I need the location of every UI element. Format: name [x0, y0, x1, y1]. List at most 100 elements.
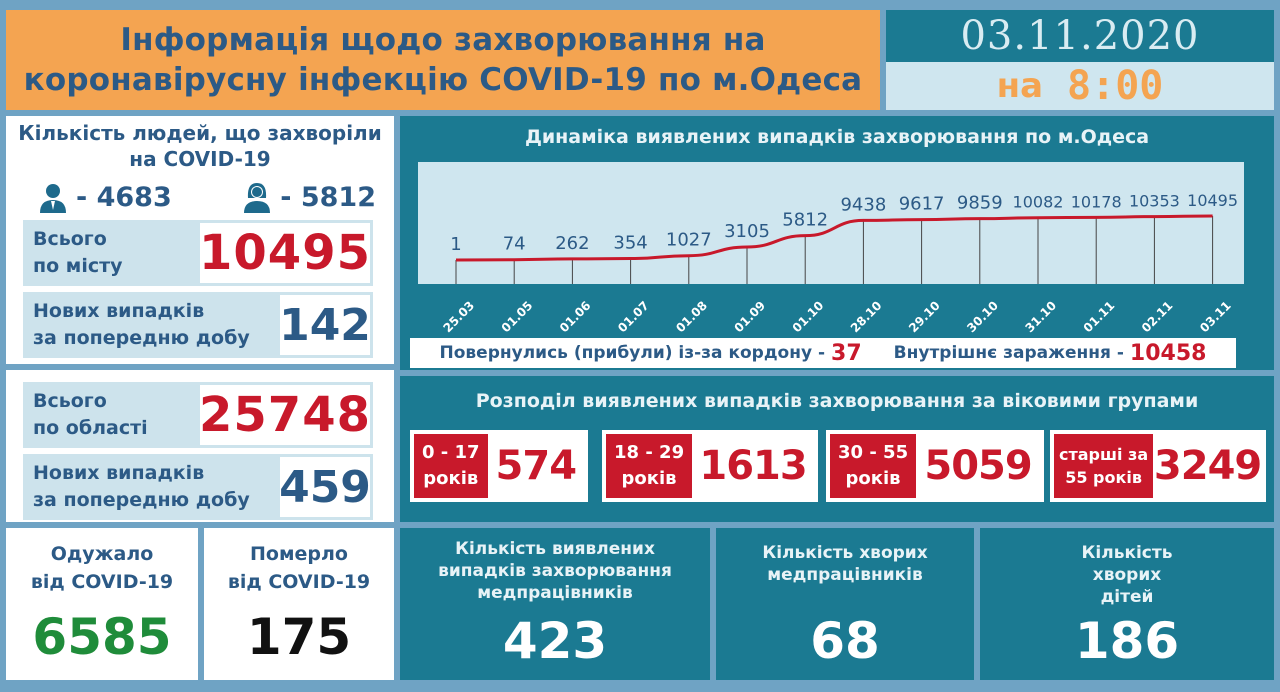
children-sick-value: 186 [1074, 612, 1180, 670]
city-new-value-box: 142 [279, 295, 371, 355]
men-count: - 4683 [76, 181, 172, 213]
city-new-row: Нових випадків за попередню добу 142 [23, 292, 373, 358]
chart-x-label: 29.10 [906, 298, 943, 335]
chart-data-label: 9617 [899, 194, 945, 215]
chart-data-label: 10495 [1187, 191, 1238, 210]
age-group-label: 0 - 17 років [414, 434, 488, 498]
report-time: 8:00 [1067, 63, 1164, 109]
age-group-30-55: 30 - 55 років 5059 [826, 430, 1044, 502]
region-total-value: 25748 [199, 387, 371, 443]
women-stat: - 5812 [240, 180, 376, 214]
city-panel: Кількість людей, що захворіли на COVID-1… [6, 116, 394, 364]
region-new-value-box: 459 [279, 457, 371, 517]
city-total-label: Всього по місту [33, 228, 123, 277]
chart-x-label: 01.05 [499, 298, 536, 335]
died-card: Померло від COVID-19 175 [204, 528, 394, 680]
age-group-55-plus: старші за 55 років 3249 [1050, 430, 1266, 502]
chart-x-label: 01.10 [790, 298, 827, 335]
chart-x-label: 01.08 [673, 298, 710, 335]
region-new-label: Нових випадків за попередню добу [33, 462, 250, 511]
chart-x-label: 02.11 [1139, 298, 1176, 335]
city-new-value: 142 [279, 299, 371, 351]
city-new-label: Нових випадків за попередню добу [33, 300, 250, 349]
died-value: 175 [246, 608, 352, 666]
age-group-0-17: 0 - 17 років 574 [410, 430, 588, 502]
chart-x-axis-labels: 25.03 01.05 01.06 01.07 01.08 01.09 01.10 28.10… [440, 298, 1234, 335]
recovered-label: Одужало від COVID-19 [30, 543, 174, 593]
city-total-row: Всього по місту 10495 [23, 220, 373, 286]
chart-data-label: 262 [555, 233, 589, 254]
recovered-card: Одужало від COVID-19 6585 [6, 528, 198, 680]
chart-data-label: 9859 [957, 193, 1003, 214]
died-label: Померло від COVID-19 [227, 543, 371, 593]
female-person-icon [244, 183, 271, 213]
age-group-label: 18 - 29 років [606, 434, 693, 498]
chart-panel: Динаміка виявлених випадків захворювання… [400, 116, 1274, 370]
medical-sick-value: 68 [810, 612, 880, 670]
chart-data-label: 10178 [1071, 192, 1122, 211]
medical-sick-label: Кількість хворих медпрацівників [762, 543, 928, 585]
city-total-value-box: 10495 [199, 223, 371, 283]
men-stat: - 4683 [36, 180, 172, 214]
chart-data-label: 354 [613, 233, 647, 254]
women-count: - 5812 [280, 181, 376, 213]
chart-plot-area: 1 74 262 354 1027 3105 5812 9438 9617 9859 10082 10… [418, 162, 1244, 284]
medical-sick-card: Кількість хворих медпрацівників 68 [716, 528, 974, 680]
chart-data-label: 1 [450, 234, 461, 255]
title-line-1: Інформація щодо захворювання на [120, 22, 766, 58]
medical-detected-card: Кількість виявлених випадків захворюванн… [400, 528, 710, 680]
date-box: 03.11.2020 [886, 10, 1274, 62]
age-group-label: 30 - 55 років [830, 434, 917, 498]
chart-line [455, 214, 1213, 262]
internal-label: Внутрішнє зараження - [893, 343, 1124, 363]
region-panel: Всього по області 25748 Нових випадків з… [6, 370, 394, 522]
children-sick-label: Кількість хворих дітей [1081, 543, 1173, 607]
age-group-value: 574 [495, 443, 578, 489]
line-chart: 1 74 262 354 1027 3105 5812 9438 9617 9859 10082 10… [450, 191, 1238, 284]
age-group-value: 1613 [699, 443, 807, 489]
age-group-value: 5059 [924, 443, 1032, 489]
region-total-row: Всього по області 25748 [23, 382, 373, 448]
chart-data-label: 10353 [1129, 192, 1180, 211]
time-box: на 8:00 [886, 62, 1274, 110]
male-person-icon [40, 184, 66, 213]
chart-data-label: 10082 [1013, 193, 1064, 212]
chart-x-label: 01.07 [615, 298, 652, 335]
recovered-value: 6585 [32, 608, 172, 666]
age-group-label: старші за 55 років [1054, 434, 1154, 498]
report-date: 03.11.2020 [960, 13, 1200, 59]
children-sick-card: Кількість хворих дітей 186 [980, 528, 1274, 680]
chart-x-label: 03.11 [1197, 298, 1234, 335]
region-total-label: Всього по області [33, 390, 148, 439]
chart-x-label: 28.10 [848, 298, 885, 335]
chart-x-label: 01.09 [731, 298, 768, 335]
age-group-value: 3249 [1153, 443, 1262, 489]
medical-detected-value: 423 [502, 612, 608, 670]
chart-footer: Повернулись (прибули) із-за кордону - 37… [410, 338, 1236, 368]
chart-data-label: 74 [503, 234, 526, 255]
chart-data-label: 9438 [840, 194, 886, 215]
chart-title: Динаміка виявлених випадків захворювання… [524, 126, 1150, 148]
chart-data-label: 5812 [782, 210, 828, 231]
city-panel-title: Кількість людей, що захворіли на COVID-1… [18, 121, 382, 171]
chart-x-label: 30.10 [964, 298, 1001, 335]
medical-detected-label: Кількість виявлених випадків захворюванн… [438, 539, 672, 603]
chart-x-label: 01.06 [557, 298, 594, 335]
chart-data-label: 3105 [724, 221, 770, 242]
returned-label: Повернулись (прибули) із-за кордону - [439, 343, 826, 363]
region-total-value-box: 25748 [199, 385, 371, 445]
chart-x-label: 31.10 [1022, 298, 1059, 335]
time-prefix: на [996, 66, 1044, 106]
chart-x-label: 01.11 [1081, 298, 1118, 335]
title-line-2: коронавірусну інфекцію COVID-19 по м.Оде… [23, 62, 863, 98]
age-group-18-29: 18 - 29 років 1613 [602, 430, 818, 502]
returned-value: 37 [831, 340, 862, 366]
region-new-row: Нових випадків за попередню добу 459 [23, 454, 373, 520]
internal-value: 10458 [1129, 340, 1207, 366]
gender-row: - 4683 - 5812 [36, 180, 376, 214]
header-title-box: Інформація щодо захворювання на коронаві… [6, 10, 880, 110]
chart-data-label: 1027 [666, 230, 712, 251]
city-total-value: 10495 [199, 225, 371, 281]
region-new-value: 459 [279, 461, 371, 513]
age-panel: Розподіл виявлених випадків захворювання… [400, 376, 1274, 522]
